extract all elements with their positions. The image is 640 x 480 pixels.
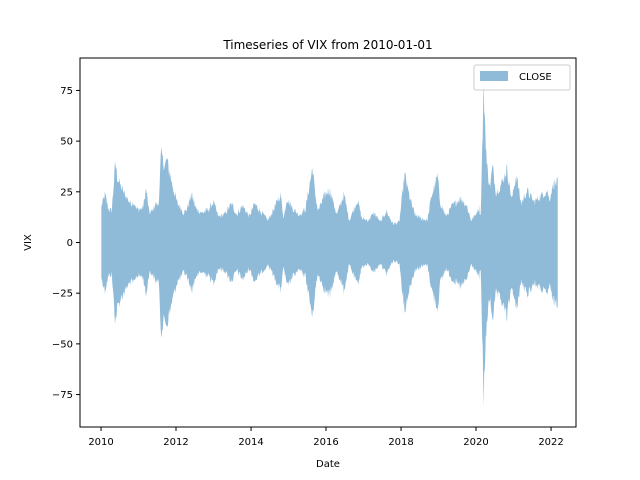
y-axis-label: VIX — [23, 234, 34, 251]
y-tick-label: −25 — [52, 289, 73, 300]
x-axis: 2010 2012 2014 2016 2018 2020 2022 — [88, 427, 564, 448]
legend-label: CLOSE — [519, 72, 552, 83]
chart-title: Timeseries of VIX from 2010-01-01 — [222, 38, 432, 52]
x-tick-label: 2010 — [88, 437, 113, 448]
y-tick-label: 75 — [60, 86, 73, 97]
x-tick-label: 2022 — [538, 437, 563, 448]
x-tick-label: 2016 — [313, 437, 338, 448]
y-tick-label: −75 — [52, 390, 73, 401]
legend: CLOSE — [473, 64, 571, 91]
y-axis: −75 −50 −25 0 25 50 75 — [52, 86, 80, 401]
x-tick-label: 2014 — [238, 437, 263, 448]
series-area-close — [101, 77, 558, 408]
x-tick-label: 2020 — [463, 437, 488, 448]
y-tick-label: 0 — [67, 238, 73, 249]
x-tick-label: 2018 — [388, 437, 413, 448]
legend-swatch — [480, 71, 508, 81]
plot-area — [101, 77, 558, 408]
x-axis-label: Date — [316, 459, 340, 470]
x-tick-label: 2012 — [163, 437, 188, 448]
y-tick-label: 50 — [60, 137, 73, 148]
y-tick-label: −50 — [52, 339, 73, 350]
y-tick-label: 25 — [60, 187, 73, 198]
